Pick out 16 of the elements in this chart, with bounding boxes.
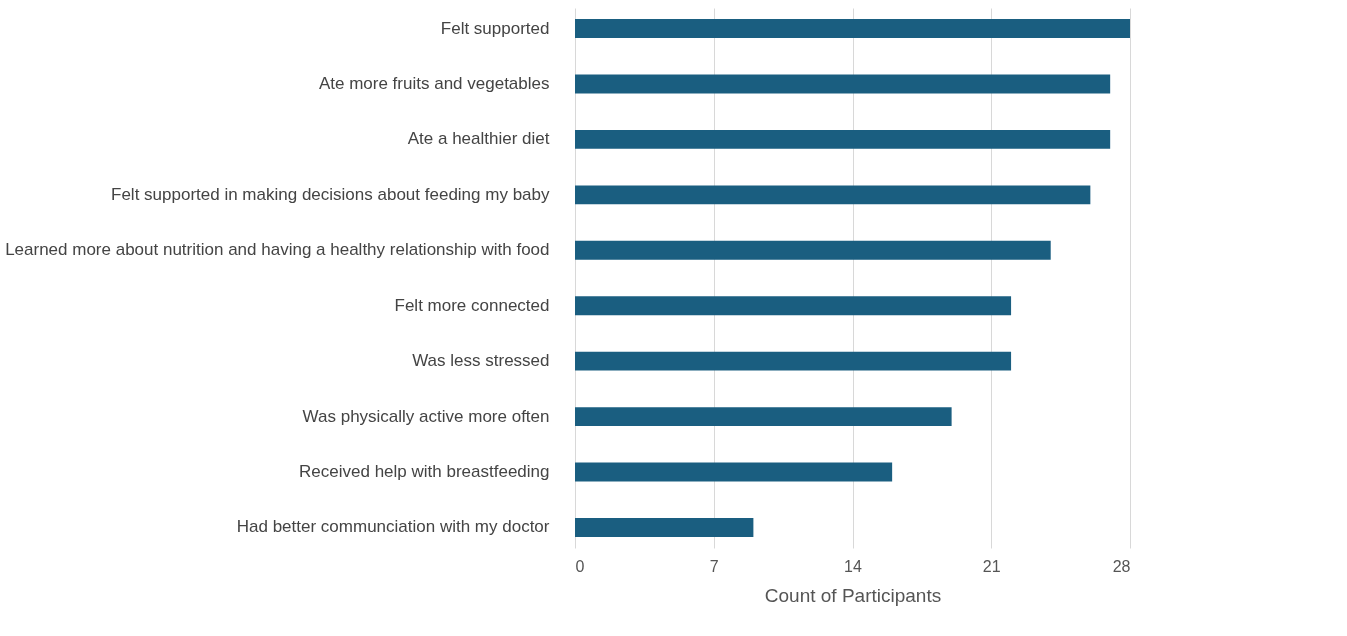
x-tick-label: 7 bbox=[709, 557, 719, 575]
x-tick-label: 21 bbox=[982, 557, 1001, 575]
y-tick-label: Had better communciation with my doctor bbox=[236, 517, 550, 537]
y-tick-label: Felt more connected bbox=[394, 295, 550, 315]
y-tick-label: Ate more fruits and vegetables bbox=[318, 73, 550, 93]
y-tick-label: Received help with breastfeeding bbox=[299, 462, 550, 482]
x-tick-label: 0 bbox=[575, 557, 585, 575]
y-tick-label: Learned more about nutrition and having a healthy relationship with food bbox=[5, 240, 550, 260]
y-tick-label: Ate a healthier diet bbox=[407, 129, 550, 149]
x-tick-label: 28 bbox=[1112, 557, 1131, 575]
y-tick-label: Was less stressed bbox=[412, 351, 550, 371]
x-axis-title: Count of Participants bbox=[764, 584, 942, 606]
y-tick-label: Felt supported bbox=[440, 18, 550, 38]
y-tick-label: Felt supported in making decisions about feeding my baby bbox=[111, 184, 550, 204]
y-tick-label: Was physically active more often bbox=[302, 406, 550, 426]
x-tick-label: 14 bbox=[844, 557, 862, 575]
